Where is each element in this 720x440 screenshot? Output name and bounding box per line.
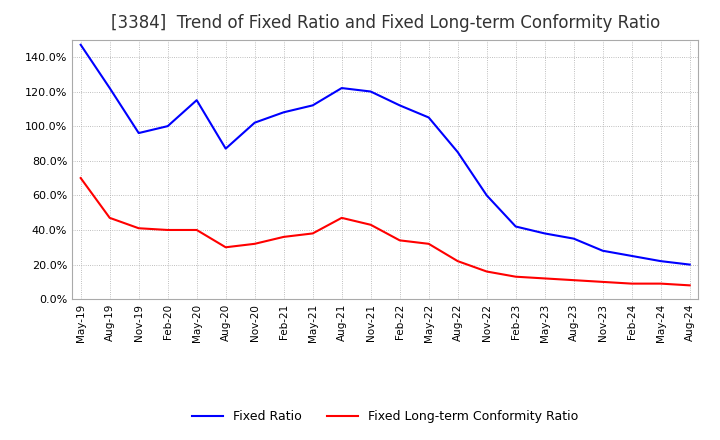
Fixed Ratio (627, 253, 636, 259)
Fixed Long-term Conformity Ratio (511, 274, 520, 279)
Fixed Long-term Conformity Ratio (135, 226, 143, 231)
Fixed Ratio (511, 224, 520, 229)
Fixed Ratio (338, 85, 346, 91)
Fixed Long-term Conformity Ratio (541, 276, 549, 281)
Fixed Ratio (657, 258, 665, 264)
Fixed Ratio (685, 262, 694, 267)
Fixed Ratio (308, 103, 317, 108)
Fixed Long-term Conformity Ratio (76, 176, 85, 181)
Fixed Ratio (424, 115, 433, 120)
Fixed Long-term Conformity Ratio (105, 215, 114, 220)
Fixed Long-term Conformity Ratio (482, 269, 491, 274)
Title: [3384]  Trend of Fixed Ratio and Fixed Long-term Conformity Ratio: [3384] Trend of Fixed Ratio and Fixed Lo… (111, 15, 660, 33)
Fixed Ratio (454, 150, 462, 155)
Fixed Ratio (395, 103, 404, 108)
Fixed Ratio (76, 42, 85, 48)
Fixed Long-term Conformity Ratio (395, 238, 404, 243)
Fixed Ratio (570, 236, 578, 241)
Fixed Long-term Conformity Ratio (598, 279, 607, 285)
Fixed Ratio (105, 85, 114, 91)
Fixed Long-term Conformity Ratio (221, 245, 230, 250)
Fixed Ratio (135, 130, 143, 136)
Line: Fixed Long-term Conformity Ratio: Fixed Long-term Conformity Ratio (81, 178, 690, 286)
Fixed Ratio (541, 231, 549, 236)
Fixed Ratio (366, 89, 375, 94)
Legend: Fixed Ratio, Fixed Long-term Conformity Ratio: Fixed Ratio, Fixed Long-term Conformity … (187, 405, 583, 428)
Fixed Ratio (279, 110, 288, 115)
Fixed Long-term Conformity Ratio (338, 215, 346, 220)
Fixed Ratio (251, 120, 259, 125)
Fixed Long-term Conformity Ratio (454, 258, 462, 264)
Fixed Ratio (163, 124, 172, 129)
Fixed Long-term Conformity Ratio (657, 281, 665, 286)
Fixed Long-term Conformity Ratio (308, 231, 317, 236)
Fixed Ratio (192, 98, 201, 103)
Fixed Long-term Conformity Ratio (251, 241, 259, 246)
Fixed Long-term Conformity Ratio (627, 281, 636, 286)
Fixed Long-term Conformity Ratio (366, 222, 375, 227)
Fixed Ratio (598, 248, 607, 253)
Fixed Long-term Conformity Ratio (685, 283, 694, 288)
Fixed Long-term Conformity Ratio (163, 227, 172, 233)
Line: Fixed Ratio: Fixed Ratio (81, 45, 690, 264)
Fixed Long-term Conformity Ratio (570, 278, 578, 283)
Fixed Long-term Conformity Ratio (424, 241, 433, 246)
Fixed Ratio (221, 146, 230, 151)
Fixed Ratio (482, 193, 491, 198)
Fixed Long-term Conformity Ratio (279, 234, 288, 239)
Fixed Long-term Conformity Ratio (192, 227, 201, 233)
